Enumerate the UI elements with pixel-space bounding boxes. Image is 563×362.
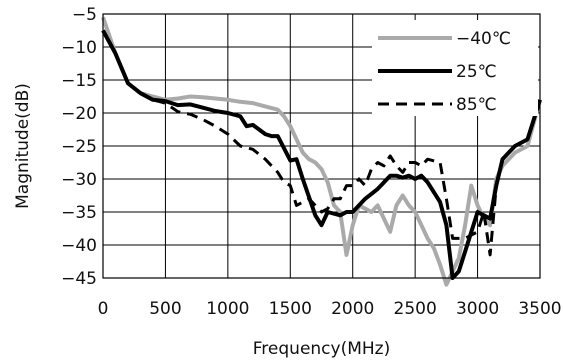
x-tick-label: 2500 bbox=[394, 299, 437, 319]
y-tick-label: −20 bbox=[61, 104, 97, 124]
x-axis-label: Frequency(MHz) bbox=[253, 339, 390, 359]
legend-label-3: 85℃ bbox=[456, 95, 497, 115]
x-tick-label: 3500 bbox=[518, 299, 561, 319]
legend-label-1: −40℃ bbox=[456, 29, 511, 49]
y-tick-label: −40 bbox=[61, 236, 97, 256]
x-tick-label: 0 bbox=[98, 299, 109, 319]
x-tick-label: 500 bbox=[149, 299, 181, 319]
x-tick-label: 3000 bbox=[456, 299, 499, 319]
x-tick-label: 1500 bbox=[269, 299, 312, 319]
y-tick-label: −35 bbox=[61, 203, 97, 223]
y-tick-label: −30 bbox=[61, 170, 97, 190]
y-tick-label: −45 bbox=[61, 269, 97, 289]
y-tick-label: −10 bbox=[61, 38, 97, 58]
y-tick-label: −5 bbox=[72, 5, 97, 25]
legend-label-2: 25℃ bbox=[456, 62, 497, 82]
x-tick-label: 2000 bbox=[331, 299, 374, 319]
legend-background bbox=[372, 20, 538, 116]
series-lines bbox=[101, 16, 542, 287]
x-tick-label: 1000 bbox=[206, 299, 249, 319]
legend: −40℃ 25℃ 85℃ bbox=[372, 20, 538, 116]
plot-frame bbox=[102, 13, 541, 279]
series-line-3 bbox=[101, 29, 542, 257]
y-tick-label: −25 bbox=[61, 137, 97, 157]
series-line-1 bbox=[101, 16, 542, 287]
tick-labels: −5 −10 −15 −20 −25 −30 −35 −40 −450 500 1000 1500 20… bbox=[61, 5, 562, 319]
y-axis-label: Magnitude(dB) bbox=[13, 83, 33, 209]
series-line-2 bbox=[101, 29, 542, 280]
y-tick-label: −15 bbox=[61, 71, 97, 91]
